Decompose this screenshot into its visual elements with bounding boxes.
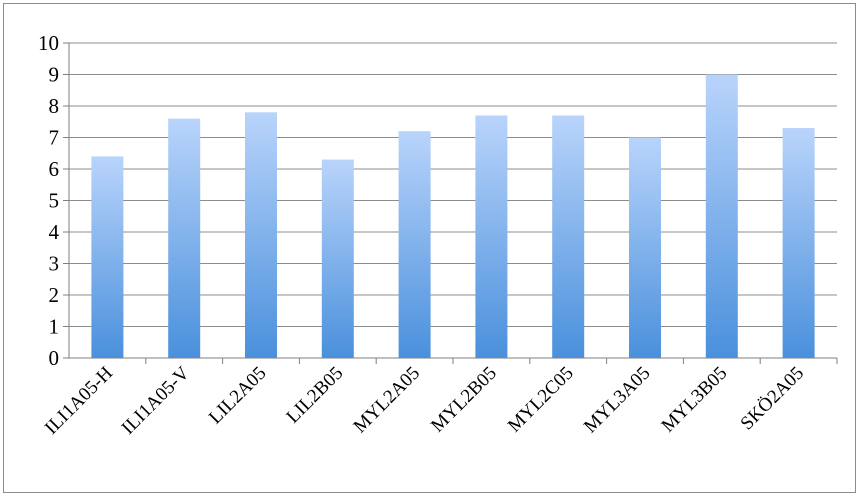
bar-lil2a05	[245, 112, 277, 358]
x-tick-label: ILI1A05-H	[41, 362, 117, 438]
y-tick-label: 9	[49, 63, 60, 87]
bar-myl2b05	[475, 115, 508, 358]
bar-myl2c05	[552, 115, 585, 358]
y-tick-label: 2	[49, 283, 60, 307]
bar-myl3a05	[629, 137, 661, 358]
y-tick-labels: 0 1 2 3 4 5 6 7 8 9 10	[38, 31, 60, 370]
bars	[91, 74, 815, 358]
x-tick-label: MYL2A05	[350, 363, 425, 438]
y-tick-label: 10	[38, 31, 59, 55]
y-tick-label: 6	[49, 157, 60, 181]
y-tick-label: 8	[49, 94, 60, 118]
bar-skö2a05	[782, 128, 815, 358]
y-tick-label: 1	[49, 315, 60, 339]
y-tick-label: 7	[49, 126, 60, 150]
x-tick-label: ILI1A05-V	[118, 362, 194, 438]
x-tick-label: LIL2A05	[205, 363, 271, 429]
x-tick-label: LIL2B05	[282, 363, 347, 428]
x-tick-label: MYL2C05	[504, 363, 578, 437]
x-tick-label: MYL3A05	[580, 363, 655, 438]
x-tick-label: MYL3B05	[658, 363, 732, 437]
bar-myl3b05	[705, 74, 738, 358]
y-tick-label: 3	[49, 252, 60, 276]
y-tick-label: 4	[49, 220, 60, 244]
bar-ili1a05-v	[168, 118, 201, 358]
y-tick-label: 0	[49, 346, 60, 370]
x-tick-label: SKÖ2A05	[737, 363, 809, 435]
bar-lil2b05	[321, 159, 354, 358]
bar-myl2a05	[398, 131, 431, 358]
bar-ili1a05-h	[91, 156, 124, 358]
y-tick-label: 5	[49, 189, 60, 213]
x-tick-label: MYL2B05	[427, 363, 501, 437]
x-tick-labels: ILI1A05-H ILI1A05-V LIL2A05 LIL2B05 MYL2A05 M…	[41, 362, 808, 438]
axes	[68, 43, 838, 364]
